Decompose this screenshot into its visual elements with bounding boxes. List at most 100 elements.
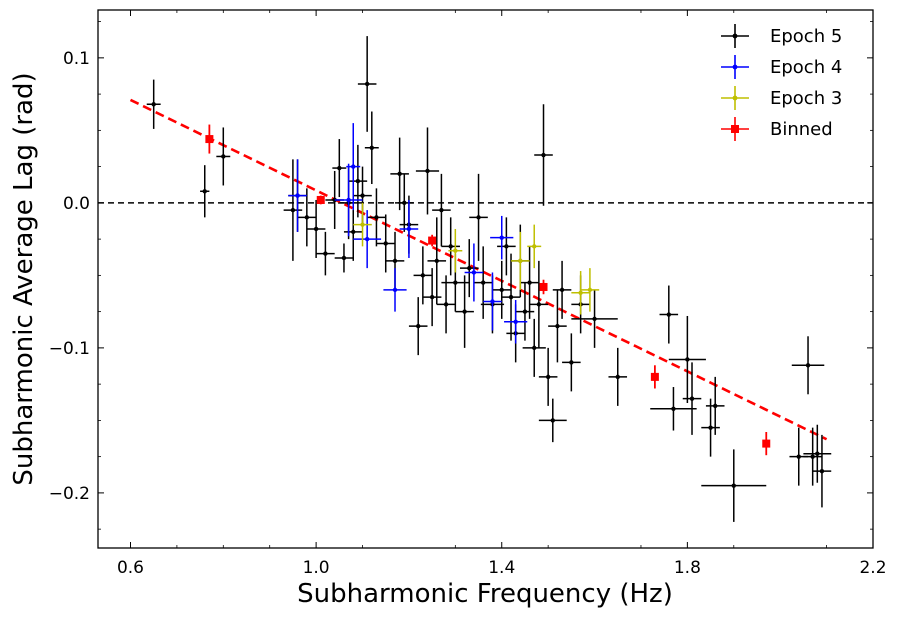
data-point — [353, 202, 372, 247]
legend-marker — [732, 33, 738, 39]
point-marker — [202, 189, 207, 194]
point-marker — [527, 280, 532, 285]
data-point — [427, 217, 447, 305]
data-point — [762, 431, 771, 456]
data-point — [455, 275, 474, 348]
data-point — [527, 224, 542, 269]
point-marker — [508, 294, 514, 300]
data-point — [511, 231, 530, 290]
data-point — [548, 289, 567, 363]
data-point — [422, 268, 442, 327]
data-point — [668, 315, 706, 403]
data-point — [803, 427, 822, 486]
point-marker — [374, 215, 379, 220]
data-point — [364, 111, 379, 185]
fit-layer — [129, 98, 828, 441]
data-point — [571, 271, 590, 315]
data-point — [529, 260, 549, 348]
legend-item: Epoch 3 — [721, 86, 842, 110]
point-marker — [532, 244, 537, 249]
point-marker — [513, 319, 518, 324]
data-point — [200, 165, 210, 218]
point-marker — [351, 229, 356, 235]
data-point — [288, 159, 307, 232]
legend-marker — [732, 95, 738, 101]
point-marker — [453, 248, 458, 253]
legend-item: Binned — [721, 117, 833, 141]
data-point — [432, 173, 451, 247]
point-marker — [392, 287, 398, 293]
binned-marker — [316, 195, 325, 204]
legend-item: Epoch 5 — [721, 24, 842, 48]
point-marker — [290, 207, 296, 213]
point-marker — [471, 270, 477, 275]
x-tick-label: 0.6 — [117, 558, 144, 578]
binned-marker — [762, 439, 771, 448]
data-point — [216, 127, 231, 186]
data-point — [705, 376, 725, 435]
data-point — [441, 217, 460, 276]
point-marker — [805, 363, 811, 368]
point-marker — [490, 299, 495, 304]
point-marker — [369, 145, 375, 150]
point-marker — [416, 323, 421, 329]
y-tick-label: −0.2 — [49, 484, 90, 504]
legend-item: Epoch 4 — [721, 55, 842, 79]
point-marker — [545, 374, 551, 380]
point-marker — [476, 215, 481, 220]
data-point — [682, 362, 702, 435]
series-epoch-5 — [146, 36, 832, 522]
point-marker — [569, 360, 574, 365]
data-point — [436, 275, 456, 334]
binned-marker — [428, 236, 437, 245]
point-marker — [522, 309, 528, 314]
binned-marker — [205, 135, 214, 144]
data-point — [608, 347, 628, 406]
data-point — [383, 268, 407, 312]
data-point — [334, 163, 363, 237]
point-marker — [448, 244, 453, 249]
point-marker — [815, 451, 820, 456]
data-point — [348, 144, 368, 218]
point-marker — [532, 345, 537, 351]
legend-marker — [731, 125, 739, 133]
point-marker — [499, 235, 504, 240]
point-marker — [351, 164, 356, 169]
data-point — [316, 231, 335, 276]
point-marker — [666, 312, 672, 317]
point-marker — [615, 374, 620, 380]
data-point — [497, 217, 516, 276]
data-point — [316, 195, 325, 205]
point-marker — [221, 154, 226, 159]
data-point — [399, 199, 419, 258]
data-point — [357, 36, 377, 132]
series-epoch-3 — [353, 202, 600, 315]
data-point — [701, 398, 720, 457]
point-marker — [587, 287, 593, 293]
point-marker — [364, 236, 370, 242]
data-point — [650, 365, 659, 389]
data-point — [343, 202, 363, 261]
point-marker — [462, 309, 467, 314]
data-point — [353, 210, 382, 269]
legend-label: Binned — [770, 119, 833, 140]
x-axis-title: Subharmonic Frequency (Hz) — [297, 579, 673, 609]
point-marker — [467, 265, 472, 271]
data-point — [473, 246, 493, 319]
data-point — [395, 173, 414, 232]
point-marker — [425, 168, 430, 174]
data-point — [464, 243, 484, 302]
data-point — [650, 387, 697, 431]
point-marker — [480, 280, 486, 285]
point-marker — [685, 357, 690, 362]
data-point — [701, 449, 767, 522]
point-marker — [689, 396, 695, 401]
y-tick-label: −0.1 — [49, 339, 90, 359]
legend-marker — [732, 64, 738, 70]
data-point — [580, 268, 600, 312]
point-marker — [341, 255, 347, 261]
data-point — [334, 243, 354, 273]
data-point — [448, 228, 463, 273]
data-point — [490, 215, 514, 260]
